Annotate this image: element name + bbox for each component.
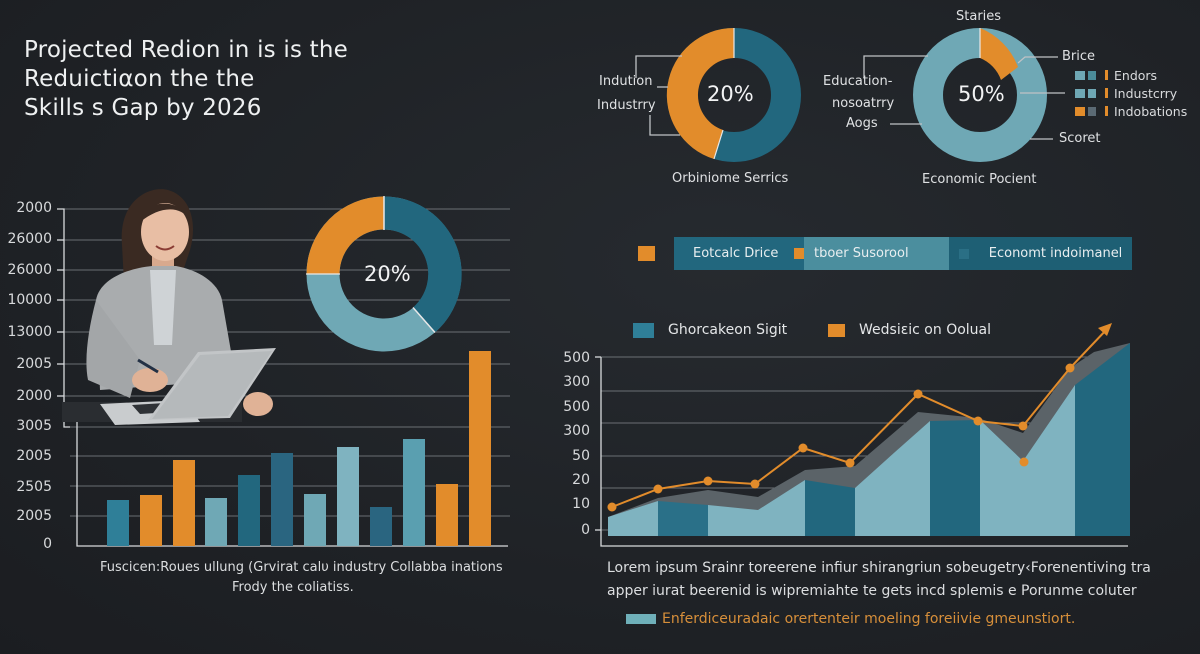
legend-swatch xyxy=(1088,106,1096,116)
banner-segment-3: Economt indoimanel xyxy=(948,237,1132,270)
donut-top-right-legend: Endors Industcrry Indobations xyxy=(1075,66,1187,120)
legend-swatch xyxy=(1075,88,1085,98)
donut-top-right-top-label: Staries xyxy=(956,9,1002,24)
donut-top-left-label-1: Indution xyxy=(599,74,653,89)
legend-series-2: Wedsiεic on Oolual xyxy=(828,322,991,338)
legend-swatch xyxy=(1105,88,1108,98)
legend-series-1: Ghorcakeon Sigit xyxy=(633,322,787,338)
legend-swatch xyxy=(1075,106,1085,116)
y-tick: 3005 xyxy=(16,418,52,434)
footnote-swatch xyxy=(626,614,656,624)
donut-top-right-label-scoret: Scoret xyxy=(1059,131,1101,146)
legend-series-1-label: Ghorcakeon Sigit xyxy=(668,322,788,338)
left-chart-xlabel-2: Frody the coliatiss. xyxy=(232,580,354,595)
banner-marker xyxy=(958,248,969,259)
right-area-chart xyxy=(607,323,1130,536)
title-line-2: Reduictiαon the the xyxy=(24,66,255,92)
y-tick: 2005 xyxy=(16,356,52,372)
y-tick: 26000 xyxy=(7,262,52,278)
legend-item: Industcrry xyxy=(1075,84,1187,102)
paragraph-line-2: apper iurat beerenid is wipremiahte te g… xyxy=(607,583,1137,599)
y-tick: 300 xyxy=(563,423,590,439)
banner-segment-2-label: tboer Susorool xyxy=(814,246,909,261)
donut-top-right-center-label: 50% xyxy=(958,82,1005,106)
donut-top-right xyxy=(913,28,1047,162)
y-tick: 0 xyxy=(581,522,590,538)
y-tick: 2000 xyxy=(16,200,52,216)
legend-swatch-orange xyxy=(828,323,845,337)
banner-segment-3-label: Economt indoimanel xyxy=(988,246,1123,261)
banner-segment-1-label: Eotcalc Drice xyxy=(693,246,779,261)
donut-top-left-caption: Orbiniome Serrics xyxy=(672,171,789,186)
donut-top-right-label-brice: Brice xyxy=(1062,49,1096,64)
y-tick: 2000 xyxy=(16,388,52,404)
legend-swatch xyxy=(1088,88,1096,98)
left-y-axis-labels: 2000 26000 26000 10000 13000 2005 2000 3… xyxy=(0,200,52,560)
paragraph-line-1: Lorem ipsum Srainr toreerene infiur shir… xyxy=(607,560,1151,576)
title-line-1: Projected Redion in is is the xyxy=(24,37,348,63)
y-tick: 2005 xyxy=(16,448,52,464)
legend-swatch xyxy=(1088,70,1096,80)
legend-swatch xyxy=(1105,106,1108,116)
y-tick: 2005 xyxy=(16,508,52,524)
y-tick: 10000 xyxy=(7,292,52,308)
legend-label: Endors xyxy=(1114,67,1158,83)
donut-top-right-caption: Economic Pocient xyxy=(922,172,1037,187)
y-tick: 10 xyxy=(572,496,590,512)
y-tick: 20 xyxy=(572,472,590,488)
legend-swatch xyxy=(1105,70,1108,80)
left-bar-chart-bars xyxy=(107,351,491,546)
footnote-text: Enferdiceuradaic orertenteir moeling for… xyxy=(662,611,1076,627)
left-axis xyxy=(57,208,508,547)
legend-swatch-teal xyxy=(633,322,654,338)
y-tick: 13000 xyxy=(7,324,52,340)
donut-middle-center-label: 20% xyxy=(364,262,411,286)
y-tick: 0 xyxy=(43,536,52,552)
y-tick: 500 xyxy=(563,399,590,415)
legend-item: Endors xyxy=(1075,66,1187,84)
right-y-axis-labels: 500 300 500 300 50 20 10 0 xyxy=(540,350,590,550)
y-tick: 300 xyxy=(563,374,590,390)
legend-label: Indobations xyxy=(1114,103,1188,119)
donut-top-right-left-label-2: nosoatrry xyxy=(832,96,895,111)
title-line-3: Skills s Gap by 2026 xyxy=(24,95,262,121)
banner-marker xyxy=(794,248,804,259)
legend-item: Indobations xyxy=(1075,102,1187,120)
y-tick: 500 xyxy=(563,350,590,366)
page-title: Projected Redion in is is the Reduictiαo… xyxy=(24,36,348,123)
legend-swatch xyxy=(1075,70,1085,80)
footnote: Enferdiceuradaic orertenteir moeling for… xyxy=(626,611,1075,627)
left-chart-xlabel-1: Fuscicen:Roues ullung (Grvirat calυ indu… xyxy=(100,560,503,575)
donut-top-left-leaders xyxy=(635,55,682,136)
y-tick: 50 xyxy=(572,448,590,464)
donut-middle xyxy=(306,196,462,352)
banner-segment-1: Eotcalc Drice xyxy=(674,237,804,270)
category-banner: Eotcalc Drice tboer Susorool Economt ind… xyxy=(674,237,1132,270)
legend-series-2-label: Wedsiεic on Oolual xyxy=(859,322,992,338)
banner-orange-marker xyxy=(638,246,655,261)
banner-segment-2: tboer Susorool xyxy=(804,237,949,270)
y-tick: 26000 xyxy=(7,231,52,247)
right-axis xyxy=(595,356,1128,547)
y-tick: 2505 xyxy=(16,479,52,495)
donut-top-left-center-label: 20% xyxy=(707,82,754,106)
donut-top-right-leaders xyxy=(863,55,1065,140)
donut-top-right-left-label-3: Aogs xyxy=(846,116,878,131)
donut-top-left-label-2: Industrry xyxy=(597,98,656,113)
description-paragraph: Lorem ipsum Srainr toreerene infiur shir… xyxy=(607,557,1151,603)
person-illustration xyxy=(62,189,276,425)
donut-top-left xyxy=(666,27,801,162)
legend-label: Industcrry xyxy=(1114,85,1178,101)
donut-top-right-left-label-1: Education- xyxy=(823,74,893,89)
